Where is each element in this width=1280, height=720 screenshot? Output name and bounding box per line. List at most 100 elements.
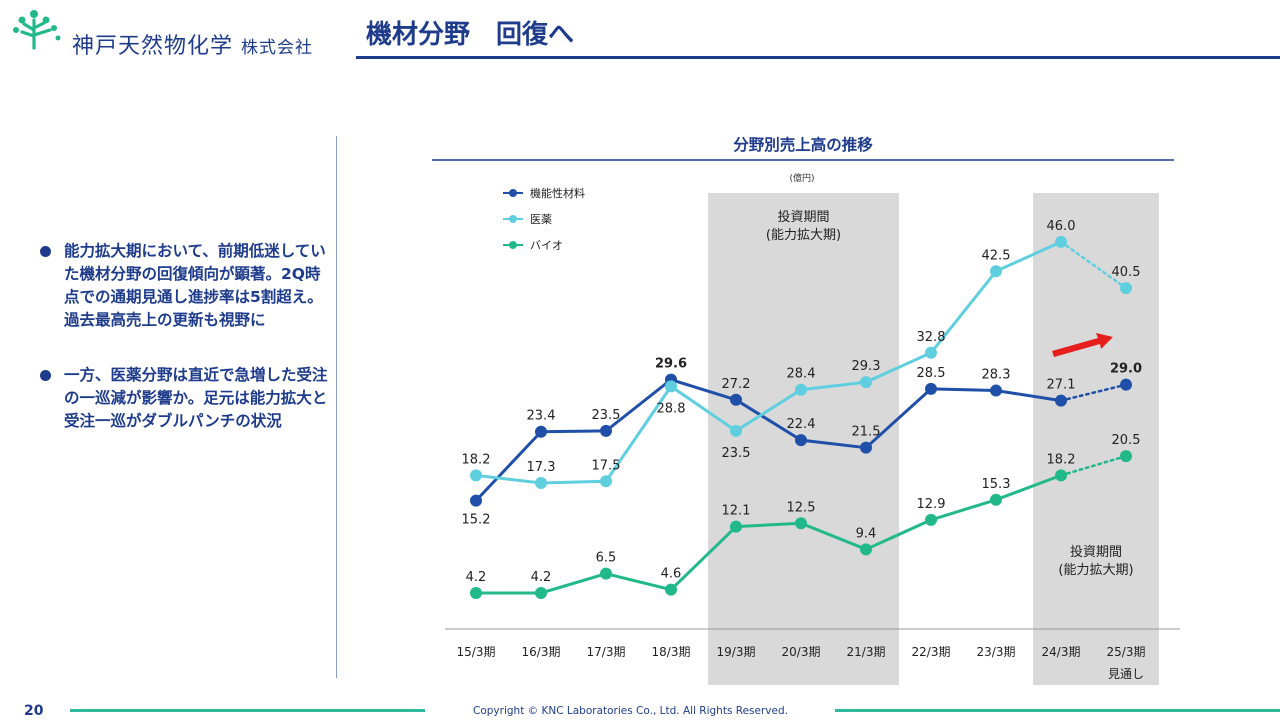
tree-logo-icon [13,10,61,50]
data-label: 23.5 [722,446,751,461]
data-label: 27.2 [722,377,751,392]
data-label: 23.4 [527,409,556,424]
investment-period-sublabel: (能力拡大期) [766,228,841,243]
x-tick-label: 17/3期 [587,645,626,659]
legend-marker [509,241,517,249]
data-point [1120,378,1132,391]
bullet-dot-icon [40,246,51,257]
data-label: 17.5 [592,458,621,473]
data-label: 9.4 [856,526,877,541]
data-point [470,469,482,482]
data-label: 12.1 [722,504,751,519]
bullet-item: 能力拡大期において、前期低迷していた機材分野の回復傾向が顕著。2Q時点での通期見… [40,240,330,332]
data-point [860,441,872,454]
investment-period-label: 投資期間 [1070,544,1122,560]
x-tick-label: 25/3期 [1107,645,1146,659]
data-point [535,425,547,438]
data-point [535,587,547,599]
legend-label: 医薬 [530,213,552,226]
forecast-line [1059,454,1128,477]
company-name-main: 神戸天然物化学 [72,34,234,59]
data-point [1120,282,1132,295]
bullet-text: 一方、医薬分野は直近で急増した受注の一巡減が影響か。足元は能力拡大と受注一巡がダ… [64,366,328,430]
data-label: 27.1 [1047,378,1076,393]
summary-bullets: 能力拡大期において、前期低迷していた機材分野の回復傾向が顕著。2Q時点での通期見… [40,240,330,465]
chart-title: 分野別売上高の推移 [733,135,873,154]
footer-rule-right [835,709,1280,712]
legend-marker [509,189,517,197]
data-point [925,382,937,395]
data-label: 40.5 [1112,265,1141,280]
data-label: 20.5 [1112,433,1141,448]
data-point [1055,235,1067,248]
data-label: 4.6 [661,567,682,582]
data-point [860,376,872,389]
growth-arrow-icon [1052,333,1113,357]
bullet-text: 能力拡大期において、前期低迷していた機材分野の回復傾向が顕著。2Q時点での通期見… [64,242,326,329]
data-label: 46.0 [1047,219,1076,234]
data-point [1120,450,1132,463]
data-point [600,424,612,437]
data-label: 17.3 [527,460,556,475]
x-tick-label: 24/3期 [1042,645,1081,659]
data-point [990,493,1002,506]
legend-marker [509,215,517,223]
page-number: 20 [24,703,44,719]
x-tick-label: 19/3期 [717,645,756,659]
data-point [470,494,482,507]
page-title: 機材分野 回復へ [366,20,575,50]
x-tick-label: 18/3期 [652,645,691,659]
data-label: 4.2 [466,570,487,585]
series-line [475,240,1062,485]
unit-label: (億円) [789,172,814,184]
data-label: 29.0 [1110,362,1142,377]
data-point [990,384,1002,397]
data-label: 15.2 [462,513,491,528]
data-point [730,424,742,437]
investment-period-sublabel: (能力拡大期) [1058,563,1133,578]
data-label: 23.5 [592,408,621,423]
data-point [535,476,547,489]
investment-period-shade [1033,193,1159,685]
x-tick-label: 21/3期 [847,645,886,659]
footer-rule-left [70,709,425,712]
data-point [795,517,807,530]
data-point [1055,394,1067,407]
data-point [600,475,612,488]
data-point [925,513,937,526]
company-name: 神戸天然物化学 株式会社 [72,28,313,60]
data-label: 32.8 [917,330,946,345]
bullet-item: 一方、医薬分野は直近で急増した受注の一巡減が影響か。足元は能力拡大と受注一巡がダ… [40,364,330,433]
data-point [795,383,807,396]
data-label: 42.5 [982,248,1011,263]
forecast-line [1059,240,1128,290]
forecast-label: 見通し [1108,667,1144,681]
data-label: 28.3 [982,368,1011,383]
copyright-text: Copyright © KNC Laboratories Co., Ltd. A… [473,705,788,717]
data-point [665,380,677,393]
data-label: 28.8 [657,401,686,416]
data-point [860,543,872,556]
x-tick-label: 16/3期 [522,645,561,659]
data-label: 29.6 [655,357,687,372]
data-label: 28.5 [917,366,946,381]
series-line [474,378,1062,502]
data-label: 28.4 [787,367,816,382]
investment-period-label: 投資期間 [777,209,829,225]
legend-label: 機能性材料 [530,186,585,200]
legend-label: バイオ [530,239,563,252]
data-point [665,583,677,596]
data-point [730,393,742,406]
data-point [1055,469,1067,482]
data-point [795,434,807,447]
data-label: 15.3 [982,477,1011,492]
vertical-divider [336,136,337,678]
data-label: 18.2 [462,452,491,467]
bullet-dot-icon [40,370,51,381]
data-point [730,520,742,533]
data-point [470,587,482,599]
data-label: 21.5 [852,425,881,440]
data-label: 6.5 [596,551,617,566]
company-name-suffix: 株式会社 [241,38,314,58]
data-point [600,567,612,580]
